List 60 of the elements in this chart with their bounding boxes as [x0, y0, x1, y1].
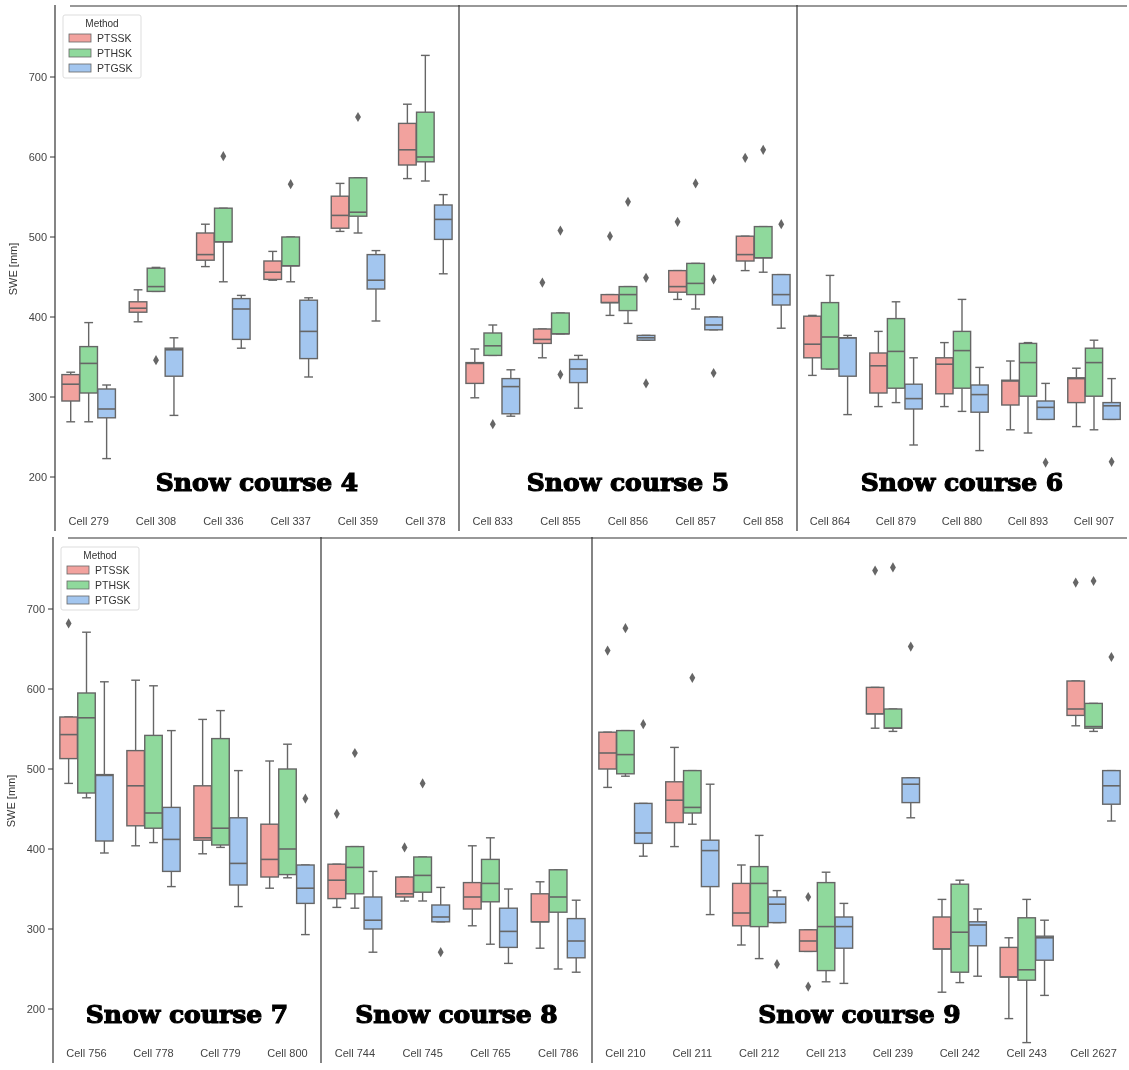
- x-tick-label: Cell 855: [540, 515, 581, 527]
- x-tick-label: Cell 279: [68, 515, 109, 527]
- x-tick-label: Cell 308: [135, 515, 177, 527]
- x-tick-label: Cell 213: [805, 1047, 847, 1059]
- legend-label: PTSSK: [95, 563, 130, 576]
- annotation: Snow course 8: [355, 1000, 558, 1029]
- y-tick-label: 700: [28, 70, 47, 83]
- y-axis-title: SWE [mm]: [5, 774, 17, 828]
- x-tick-label: Cell 243: [1006, 1047, 1047, 1059]
- x-tick-label: Cell 359: [337, 515, 379, 527]
- y-axis-title: SWE [mm]: [7, 242, 19, 296]
- x-tick-label: Cell 907: [1073, 515, 1115, 527]
- x-tick-label: Cell 893: [1007, 515, 1049, 527]
- y-tick-label: 400: [26, 842, 45, 855]
- x-tick-label: Cell 744: [334, 1047, 376, 1059]
- y-tick-label: 600: [26, 682, 45, 695]
- x-tick-label: Cell 800: [267, 1047, 308, 1059]
- annotation: Snow course 4: [155, 468, 359, 497]
- x-tick-label: Cell 378: [405, 515, 446, 527]
- x-tick-label: Cell 864: [809, 515, 851, 527]
- x-tick-label: Cell 2627: [1070, 1047, 1117, 1059]
- legend-label: PTGSK: [95, 593, 131, 606]
- legend-label: PTSSK: [97, 31, 132, 44]
- x-tick-label: Cell 745: [402, 1047, 443, 1059]
- legend-title: Method: [83, 550, 117, 561]
- y-tick-label: 500: [28, 230, 47, 243]
- y-tick-label: 500: [26, 762, 45, 775]
- legend-label: PTHSK: [97, 46, 133, 59]
- annotation: Snow course 9: [758, 1000, 961, 1029]
- annotation: Snow course 5: [526, 468, 730, 497]
- legend-title: Method: [85, 18, 119, 29]
- x-tick-label: Cell 210: [605, 1047, 646, 1059]
- x-tick-label: Cell 786: [537, 1047, 579, 1059]
- x-tick-label: Cell 779: [200, 1047, 241, 1059]
- y-tick-label: 600: [28, 150, 47, 163]
- x-tick-label: Cell 242: [939, 1047, 980, 1059]
- y-tick-label: 300: [28, 390, 47, 403]
- y-tick-label: 400: [28, 310, 47, 323]
- x-tick-label: Cell 239: [872, 1047, 914, 1059]
- annotation: Snow course 6: [860, 468, 1064, 497]
- y-tick-label: 300: [26, 922, 45, 935]
- x-tick-label: Cell 880: [941, 515, 983, 527]
- x-tick-label: Cell 337: [270, 515, 311, 527]
- x-tick-label: Cell 765: [470, 1047, 511, 1059]
- legend-label: PTGSK: [97, 61, 133, 74]
- x-tick-label: Cell 856: [607, 515, 649, 527]
- annotation: Snow course 7: [85, 1000, 289, 1029]
- x-tick-label: Cell 879: [875, 515, 917, 527]
- x-tick-label: Cell 778: [133, 1047, 174, 1059]
- x-tick-label: Cell 756: [66, 1047, 107, 1059]
- x-tick-label: Cell 857: [675, 515, 716, 527]
- x-tick-label: Cell 211: [672, 1047, 713, 1059]
- x-tick-label: Cell 858: [743, 515, 784, 527]
- y-tick-label: 200: [28, 470, 47, 483]
- y-tick-label: 200: [26, 1002, 45, 1015]
- legend-label: PTHSK: [95, 578, 131, 591]
- x-tick-label: Cell 833: [472, 515, 513, 527]
- x-tick-label: Cell 212: [739, 1047, 780, 1059]
- y-tick-label: 700: [26, 602, 45, 615]
- x-tick-label: Cell 336: [203, 515, 244, 527]
